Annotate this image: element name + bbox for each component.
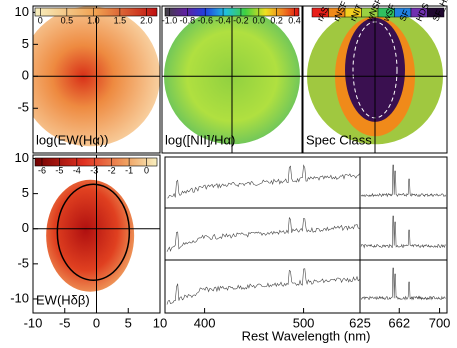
map-label: log([NII]/Hα) [165, 132, 235, 147]
map-image [33, 6, 160, 147]
map-image [46, 179, 135, 292]
x-tick-label: 0 [93, 315, 100, 330]
class-label: rAS [315, 5, 330, 23]
class-swatch [427, 7, 445, 18]
spectrum [166, 164, 360, 199]
y-tick-label: 5 [22, 185, 29, 200]
colorbar-tick-label: -4 [73, 165, 81, 175]
colorbar-tick-label: 0.5 [61, 15, 74, 25]
panel-frame [32, 5, 161, 154]
colorbar-tick-label: -6 [38, 165, 46, 175]
x-tick-label: -10 [24, 315, 43, 330]
colorbar-tick-label: -0.8 [180, 15, 196, 25]
colorbar-tick-label: 1.5 [114, 15, 127, 25]
spectrum [360, 215, 446, 249]
colorbar [34, 157, 158, 167]
colorbar-tick-label: 0.0 [253, 15, 266, 25]
spectrum [166, 268, 360, 305]
x-tick-label: 10 [153, 315, 167, 330]
colorbar-tick-label: -0.6 [197, 15, 213, 25]
x-tick-label: 500 [293, 315, 315, 330]
colorbar-tick-label: -0.2 [233, 15, 249, 25]
class-label: SF [397, 8, 411, 23]
spectrum-frame [359, 207, 448, 261]
spectrum-frame [359, 156, 448, 209]
x-tick-label: 5 [125, 315, 132, 330]
panel-frame [302, 5, 448, 154]
y-tick-label: 10 [15, 4, 29, 19]
y-tick-label: -10 [10, 290, 29, 305]
colorbar-tick-label: 2.0 [140, 15, 153, 25]
colorbar-tick-label: 0 [144, 165, 149, 175]
colorbar-tick-label: 0.2 [270, 15, 283, 25]
colorbar-tick-label: -1 [125, 165, 133, 175]
colorbar-tick-label: 0.4 [288, 15, 301, 25]
x-tick-label: -5 [59, 315, 71, 330]
panel-frame [161, 5, 303, 154]
colorbar [164, 7, 300, 17]
colorbar-tick-label: -0.4 [215, 15, 231, 25]
x-tick-label: 625 [349, 315, 371, 330]
class-label: SF_HDS [430, 0, 454, 23]
colorbar-tick-label: 1.0 [87, 15, 100, 25]
spectrum-frame [164, 156, 361, 209]
colorbar-tick-label: -2 [108, 165, 116, 175]
colorbar [34, 7, 158, 17]
map-label: Spec Class [306, 132, 372, 147]
y-tick-label: 10 [15, 150, 29, 165]
x-tick-label: 662 [388, 315, 410, 330]
map-label: EW(Hδβ) [36, 292, 90, 307]
y-tick-label: -5 [17, 100, 29, 115]
x-tick-label: 700 [429, 315, 451, 330]
spectrum [166, 216, 360, 252]
spectrum [360, 164, 446, 198]
map-contour [56, 183, 131, 281]
colorbar-tick-label: -3 [90, 165, 98, 175]
colorbar-tick-label: -1.0 [162, 15, 178, 25]
x-axis-label: Rest Wavelength (nm) [242, 328, 371, 343]
y-tick-label: 0 [22, 220, 29, 235]
y-tick-label: -5 [17, 255, 29, 270]
spectrum [360, 267, 446, 301]
x-tick-label: 400 [194, 315, 216, 330]
map-label: log(EW(Hα)) [36, 132, 109, 147]
y-tick-label: 0 [22, 68, 29, 83]
colorbar-tick-label: 0 [38, 15, 43, 25]
y-tick-label: 5 [22, 36, 29, 51]
spectrum-frame [359, 259, 448, 314]
colorbar-tick-label: -5 [55, 165, 63, 175]
